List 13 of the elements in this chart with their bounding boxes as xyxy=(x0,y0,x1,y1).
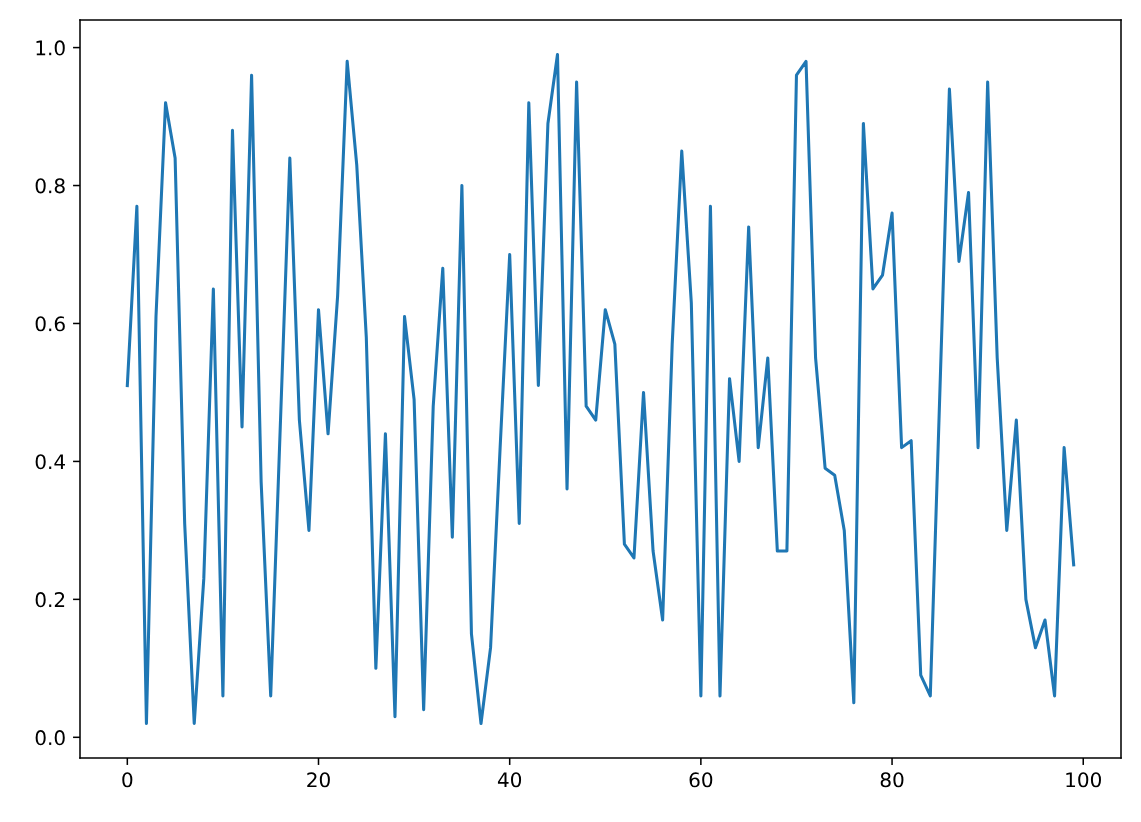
x-tick-label: 80 xyxy=(880,772,904,788)
y-tick-label: 1.0 xyxy=(36,40,65,56)
y-tick-label: 0.8 xyxy=(35,178,65,194)
x-tick-label: 100 xyxy=(1066,772,1101,788)
x-tick-label: 60 xyxy=(689,772,713,788)
line-series xyxy=(125,52,1076,726)
x-tick-label: 40 xyxy=(497,772,522,788)
y-tick-label: 0.6 xyxy=(35,316,65,332)
x-tick-label: 20 xyxy=(307,772,330,788)
y-tick-label: 0.2 xyxy=(35,592,65,608)
x-tick-label: 0 xyxy=(122,772,133,788)
y-tick-label: 0.4 xyxy=(35,454,65,470)
y-tick-label: 0.0 xyxy=(35,730,65,746)
